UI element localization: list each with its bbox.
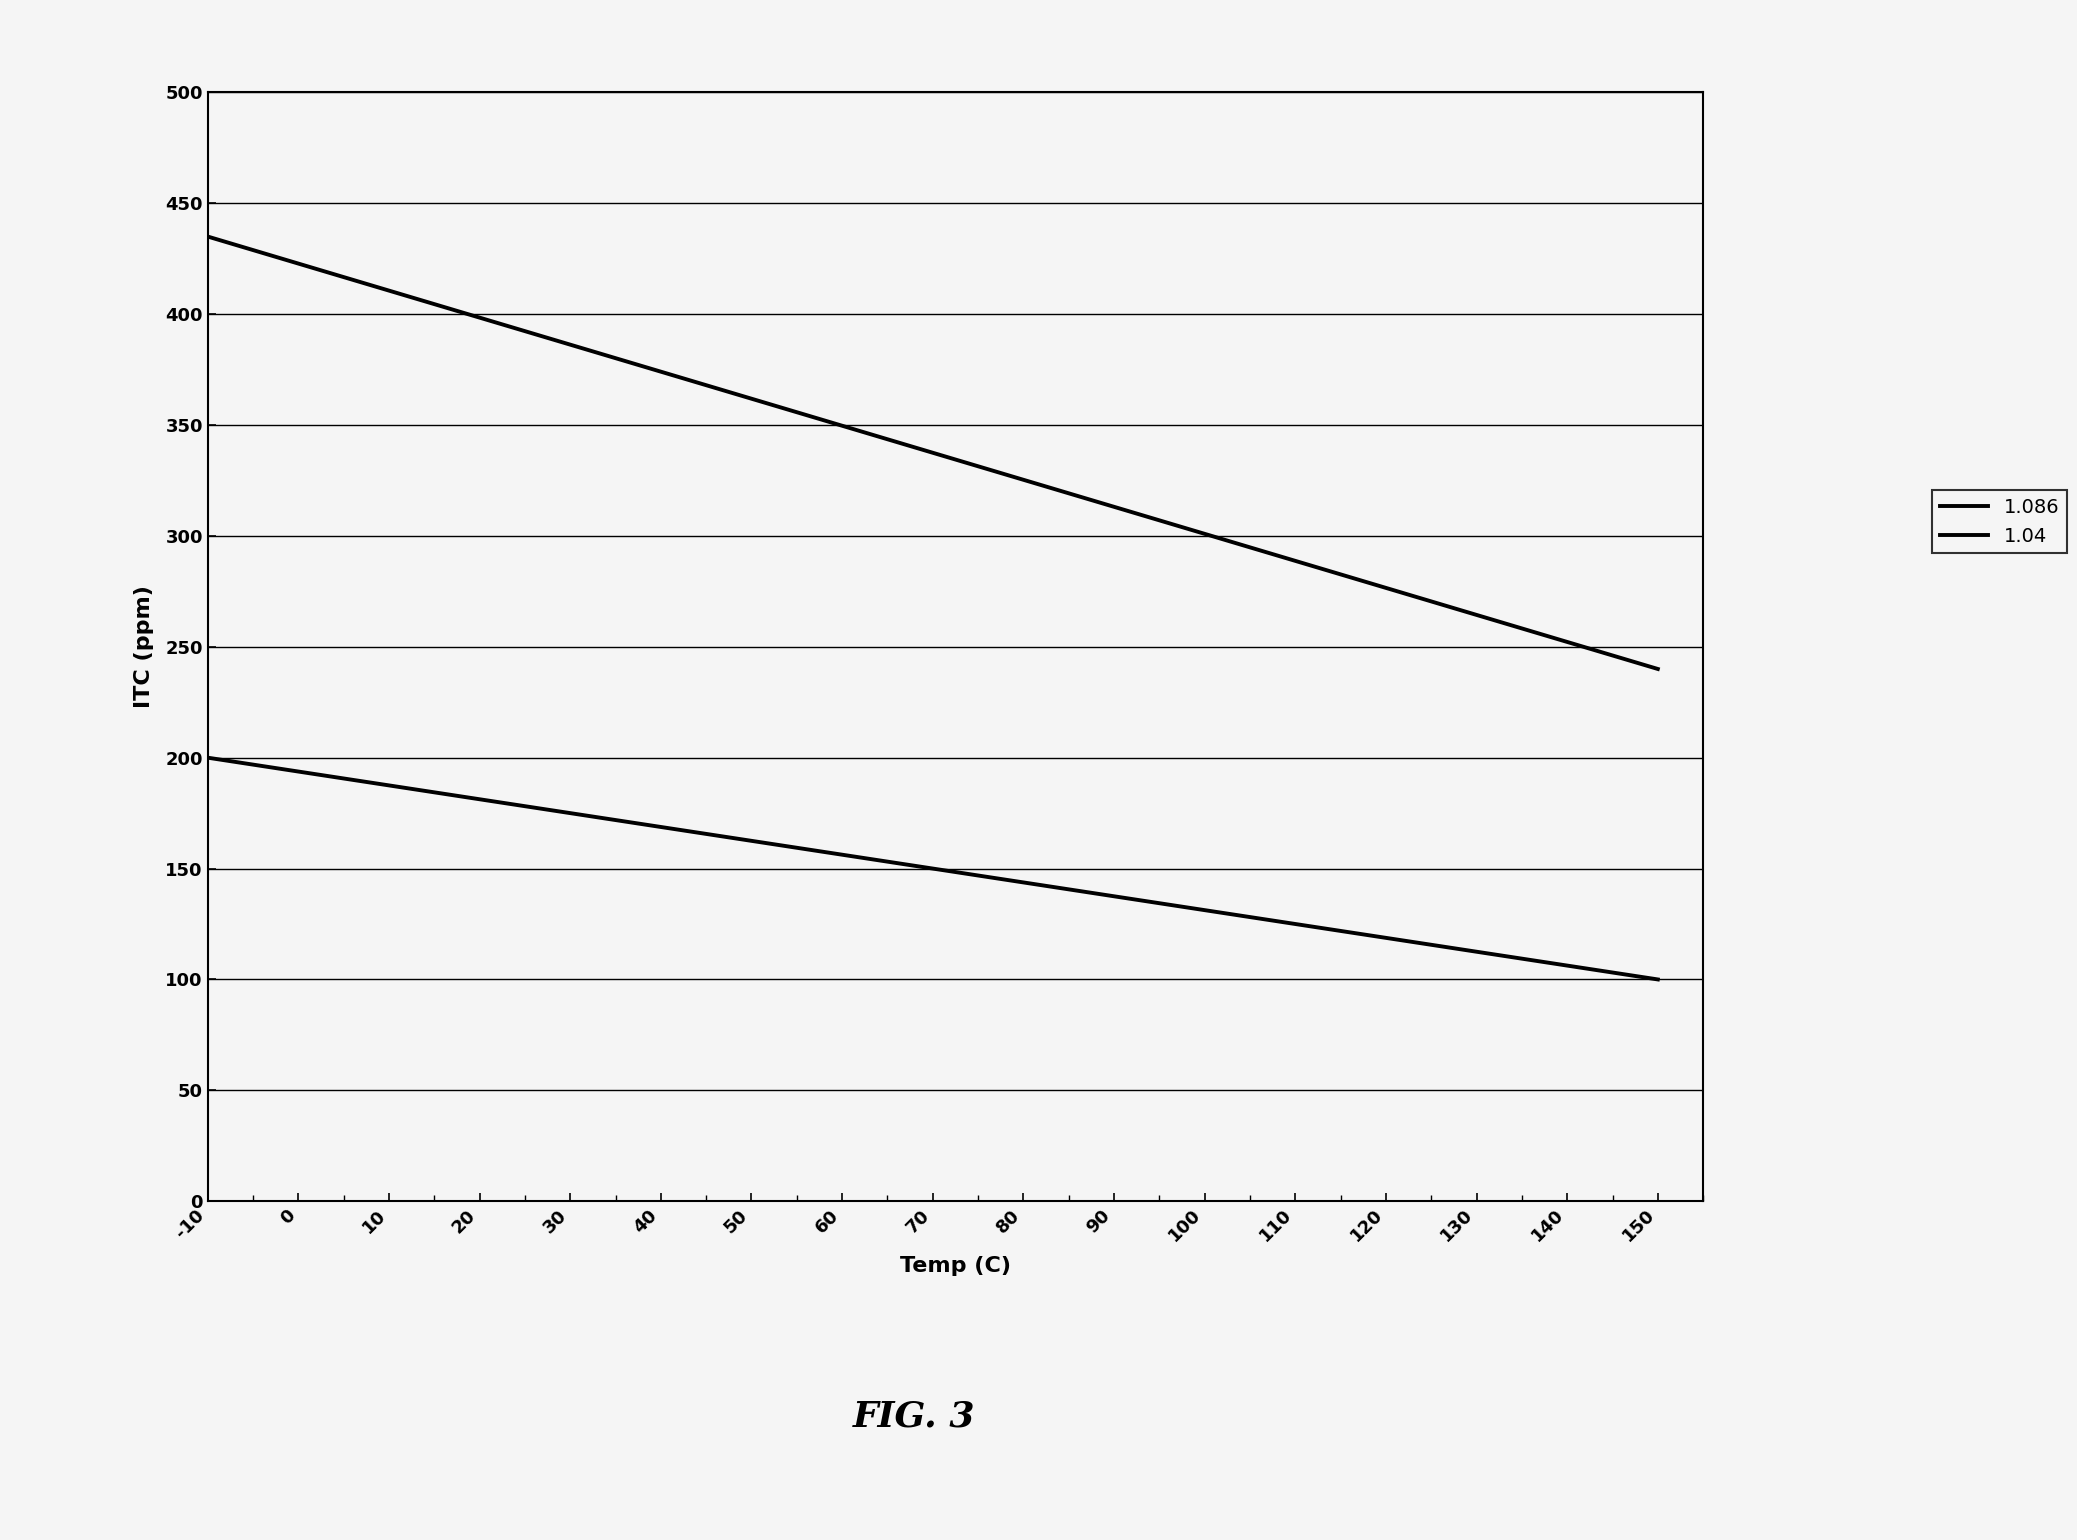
Y-axis label: ITC (ppm): ITC (ppm) [135,585,154,708]
X-axis label: Temp (C): Temp (C) [899,1257,1011,1277]
Legend: 1.086, 1.04: 1.086, 1.04 [1932,490,2067,553]
Text: FIG. 3: FIG. 3 [854,1400,974,1434]
